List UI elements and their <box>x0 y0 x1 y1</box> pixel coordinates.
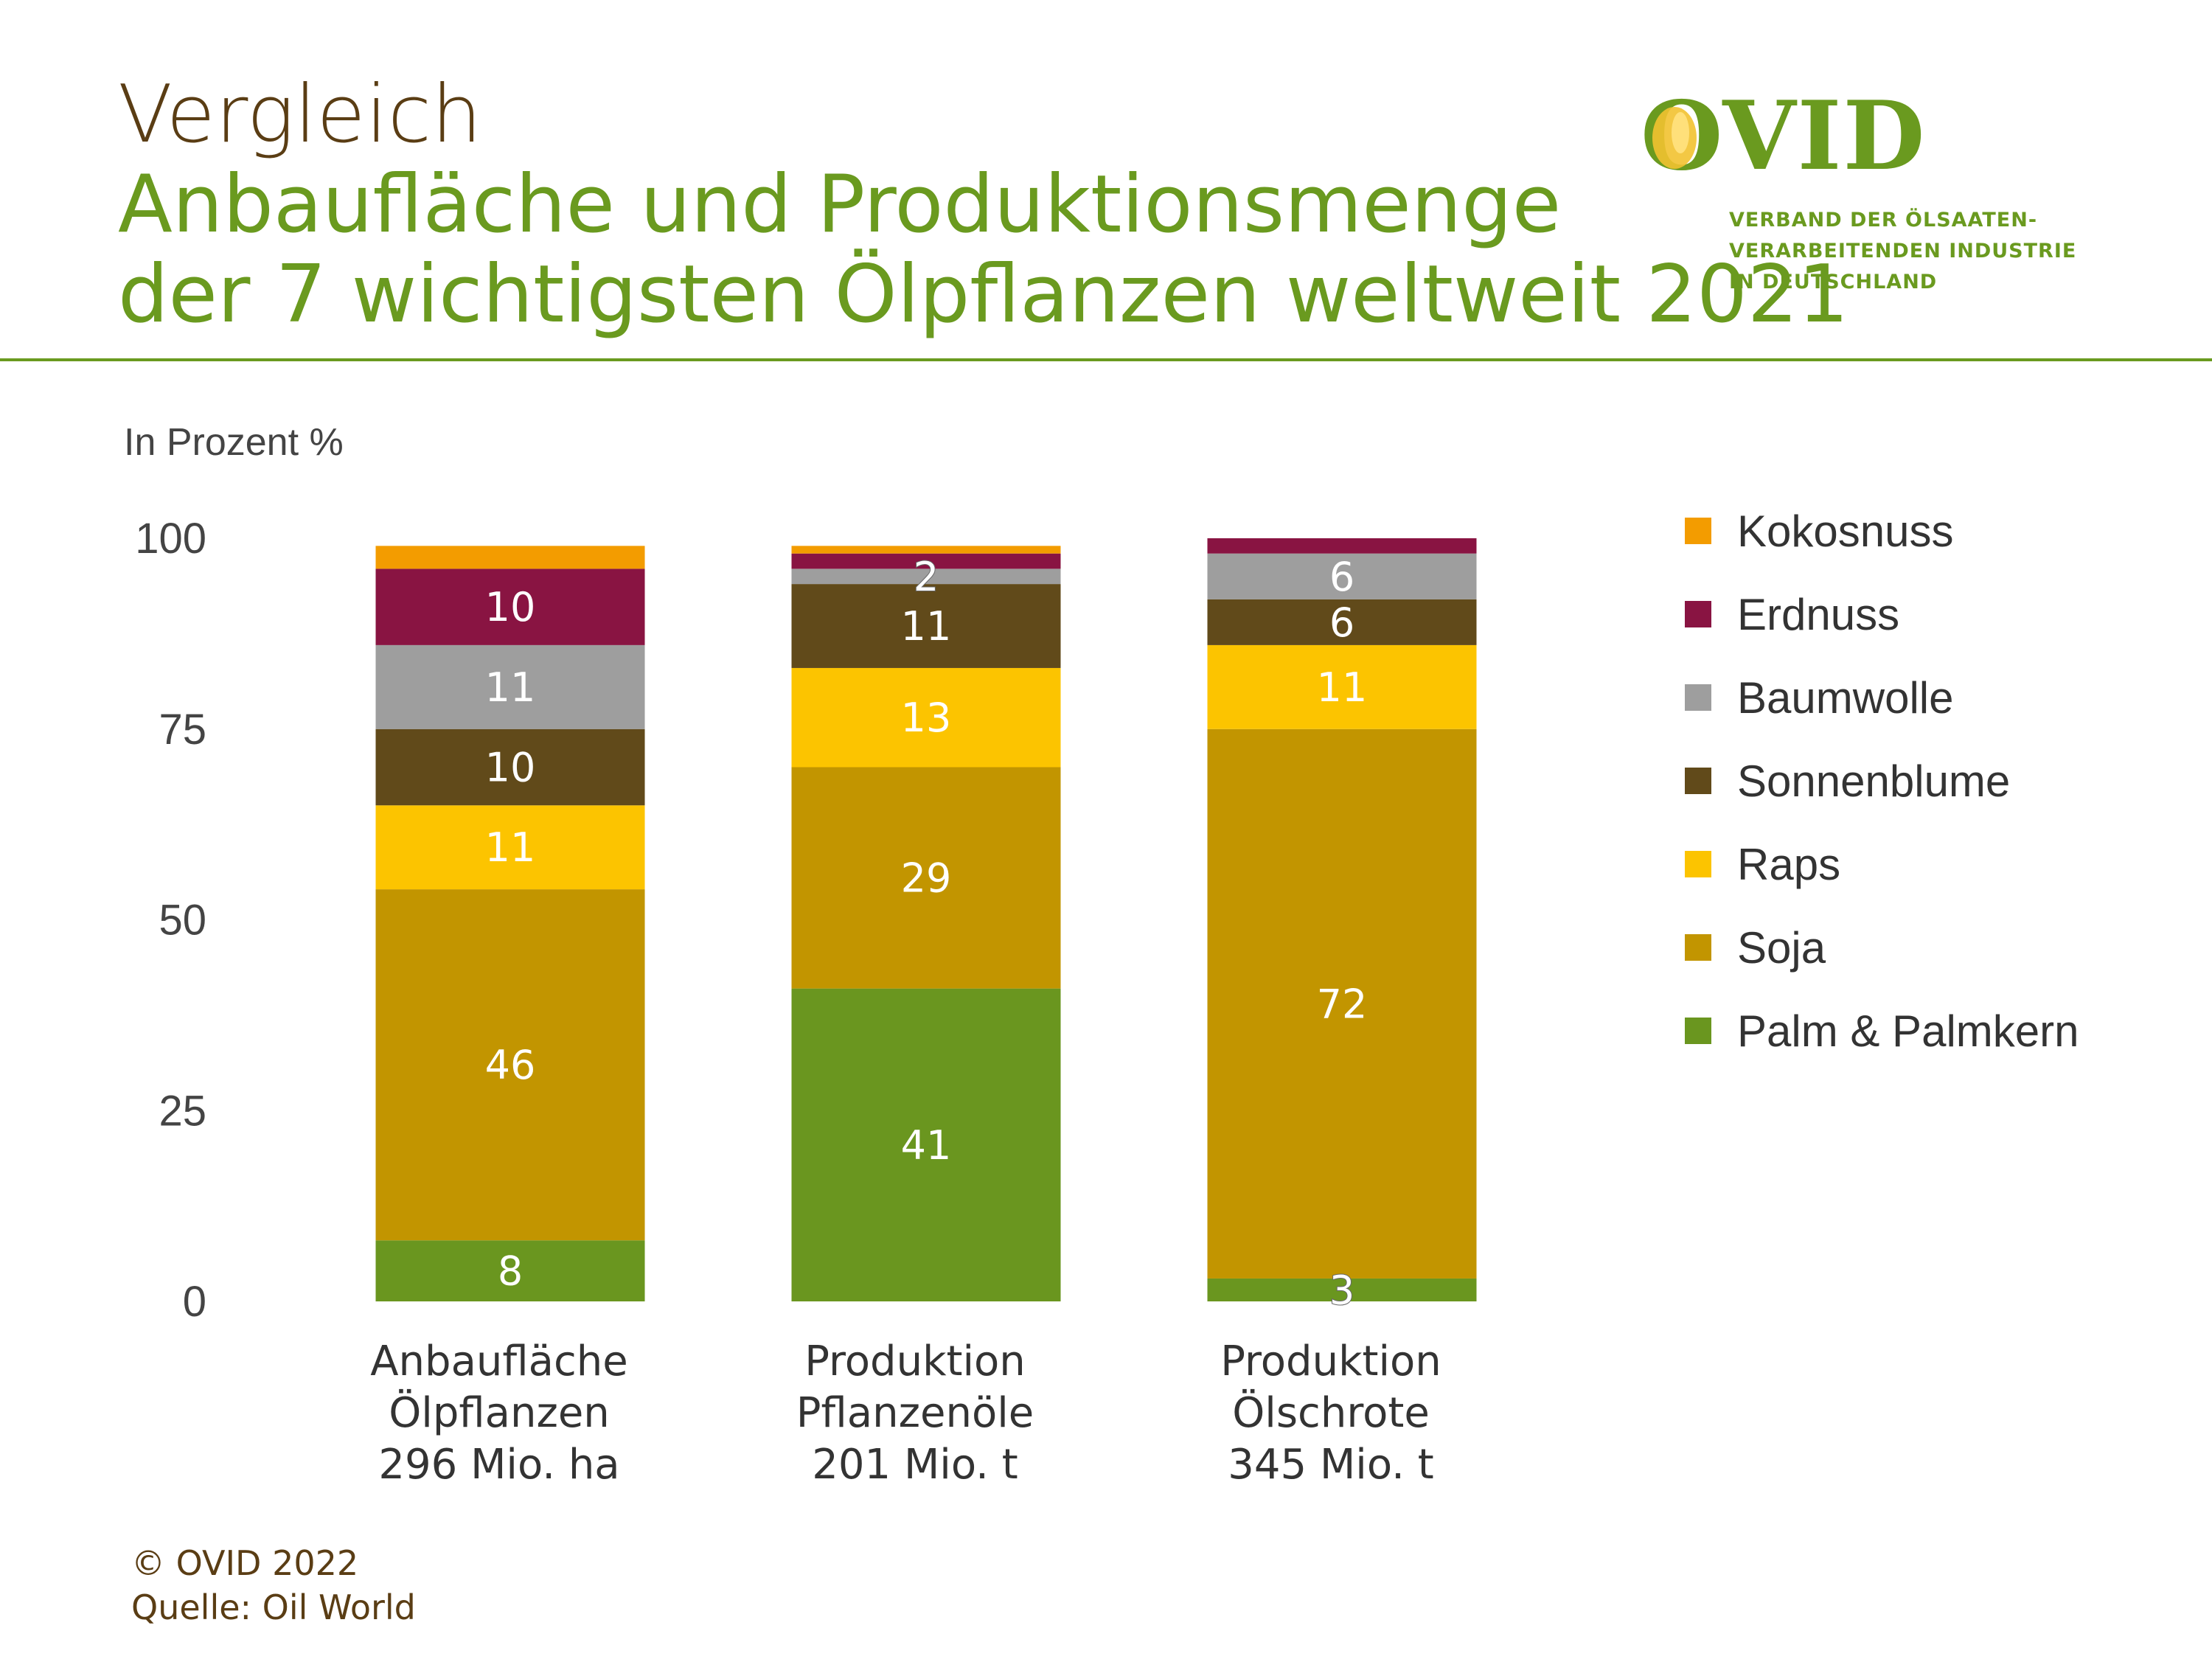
source-text: Quelle: Oil World <box>131 1587 416 1627</box>
legend-label: Erdnuss <box>1737 589 1900 639</box>
data-label: 11 <box>901 603 952 650</box>
x-category-label: Anbaufläche <box>370 1338 627 1385</box>
stacked-bar-chart: 0 25 50 75 100 8 46 11 10 11 10 AnbauflächeÖlpflanz… <box>135 515 1477 1489</box>
y-axis-label: In Prozent % <box>124 421 344 464</box>
legend-label: Palm & Palmkern <box>1737 1006 2079 1056</box>
logo-seed-icon <box>1652 107 1697 169</box>
bar-segment-soja <box>375 889 645 1241</box>
data-label: 10 <box>485 745 536 791</box>
legend-swatch <box>1685 768 1711 794</box>
legend-item: Baumwolle <box>1685 672 1954 723</box>
chart-subtitle-line2: der 7 wichtigsten Ölpflanzen weltweit 20… <box>118 248 1849 341</box>
legend-label: Sonnenblume <box>1737 756 2011 806</box>
bar-segment-sonnenblume <box>1207 599 1477 645</box>
chart-subtitle-line1: Anbaufläche und Produktionsmenge <box>118 159 1562 251</box>
legend-swatch <box>1685 601 1711 627</box>
legend-item: Raps <box>1685 840 1840 889</box>
y-tick-label: 75 <box>159 706 206 754</box>
x-category-label: 201 Mio. t <box>812 1441 1018 1489</box>
legend-item: Erdnuss <box>1685 590 1899 639</box>
footer: © OVID 2022 Quelle: Oil World <box>131 1541 416 1630</box>
legend-item: Kokosnuss <box>1685 507 1954 556</box>
data-label: 72 <box>1317 981 1368 1027</box>
bar-segment-raps <box>791 667 1061 768</box>
data-label: 29 <box>901 855 952 902</box>
x-category-label: Produktion <box>1220 1338 1441 1385</box>
bar-segment-kokosnuss <box>375 546 645 569</box>
data-label: 6 <box>1329 599 1354 646</box>
legend-item: Sonnenblume <box>1685 757 2010 806</box>
bar-segment-kokosnuss <box>791 546 1061 554</box>
data-label: 2 <box>914 554 939 600</box>
data-label: 8 <box>498 1248 523 1295</box>
data-label: 41 <box>901 1122 952 1169</box>
legend-label: Kokosnuss <box>1737 506 1954 556</box>
bar-segment-sonnenblume <box>375 728 645 806</box>
bar-segment-erdnuss <box>791 553 1061 569</box>
x-category-label: 296 Mio. ha <box>378 1441 619 1489</box>
bar-segment-raps <box>1207 644 1477 729</box>
bar-segment-palm-palmkern <box>375 1240 645 1301</box>
data-label: 13 <box>901 695 952 741</box>
title-block: Vergleich Anbaufläche und Produktionsmen… <box>118 70 1848 340</box>
y-tick-label: 100 <box>135 515 206 563</box>
data-label: 11 <box>1317 664 1368 711</box>
chart-title: Vergleich <box>118 69 482 161</box>
bar-segment-sonnenblume <box>791 584 1061 668</box>
logo-tagline-line3: IN DEUTSCHLAND <box>1729 271 1938 293</box>
bar-segment-baumwolle <box>791 568 1061 585</box>
bar-segment-palm-palmkern <box>1207 1278 1477 1301</box>
data-label: 3 <box>1329 1267 1354 1313</box>
legend-label: Soja <box>1737 922 1826 973</box>
x-category-label: Ölschrote <box>1232 1389 1430 1437</box>
bar-segment-palm-palmkern <box>791 988 1061 1301</box>
data-label: 10 <box>485 584 536 630</box>
x-category-label: Pflanzenöle <box>796 1389 1034 1437</box>
data-label: 11 <box>485 664 536 711</box>
y-tick-label: 50 <box>159 897 206 945</box>
logo-tagline-line1: VERBAND DER ÖLSAATEN- <box>1729 209 2038 232</box>
bar-segment-erdnuss <box>1207 538 1477 554</box>
header-divider <box>0 358 2212 361</box>
copyright-text: © OVID 2022 <box>131 1543 359 1583</box>
logo-tagline-line2: VERARBEITENDEN INDUSTRIE <box>1729 240 2077 262</box>
legend-swatch <box>1685 518 1711 544</box>
bar-segment-baumwolle <box>1207 553 1477 599</box>
bar-segment-baumwolle <box>375 644 645 729</box>
legend-swatch <box>1685 684 1711 711</box>
legend-label: Baumwolle <box>1737 672 1954 723</box>
legend-label: Raps <box>1737 839 1841 889</box>
data-label: 46 <box>485 1042 536 1088</box>
legend-swatch <box>1685 1018 1711 1044</box>
legend-item: Soja <box>1685 922 1826 973</box>
bar-segment-soja <box>791 767 1061 989</box>
bar-segment-erdnuss <box>375 568 645 645</box>
data-label: 6 <box>1329 554 1354 600</box>
y-tick-label: 0 <box>183 1278 206 1326</box>
legend-item: Palm & Palmkern <box>1685 1006 2079 1056</box>
x-category-label: 345 Mio. t <box>1228 1441 1433 1489</box>
x-category-label: Ölpflanzen <box>389 1389 610 1437</box>
logo-tagline: VERBAND DER ÖLSAATEN- VERARBEITENDEN IND… <box>1729 205 2142 298</box>
bar-segment-soja <box>1207 728 1477 1279</box>
y-tick-label: 25 <box>159 1087 206 1135</box>
x-category-label: Produktion <box>804 1338 1026 1385</box>
data-label: 11 <box>485 824 536 871</box>
bar-segment-raps <box>375 805 645 890</box>
legend-swatch <box>1685 934 1711 961</box>
legend-swatch <box>1685 851 1711 877</box>
